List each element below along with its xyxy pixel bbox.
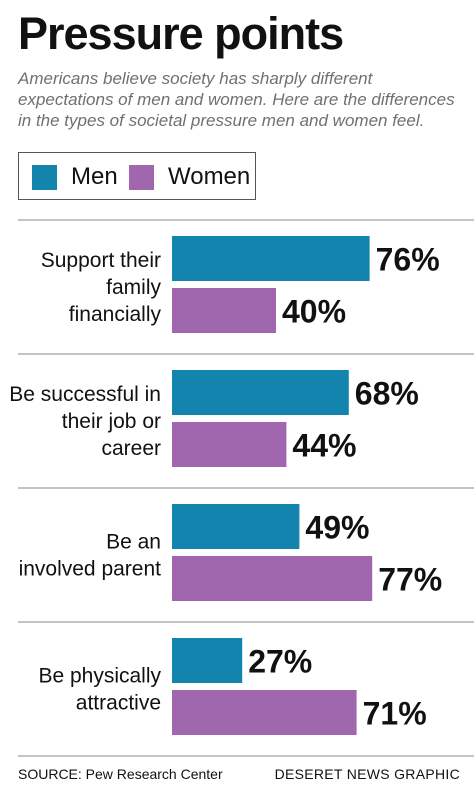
chart-title: Pressure points: [18, 8, 344, 59]
data-label: 68%: [355, 376, 419, 412]
category-label: attractive: [76, 692, 161, 715]
legend-item-men: Men: [32, 164, 118, 190]
category-label: Be physically: [38, 665, 161, 688]
data-label: 40%: [282, 294, 346, 330]
bar-men: [172, 370, 349, 415]
category-label: Be successful in: [9, 383, 161, 406]
legend: Men Women: [18, 152, 256, 200]
category-label: career: [101, 437, 161, 460]
data-label: 71%: [363, 696, 427, 732]
data-label: 77%: [378, 562, 442, 598]
legend-label-women: Women: [168, 163, 251, 190]
category-label: Support their: [41, 249, 161, 272]
source-note: SOURCE: Pew Research Center: [18, 766, 223, 782]
category-label: financially: [69, 303, 162, 326]
bar-women: [172, 422, 287, 467]
bar-men: [172, 638, 243, 683]
category-label: their job or: [62, 410, 161, 433]
bar-women: [172, 690, 357, 735]
bar-women: [172, 556, 373, 601]
data-label: 49%: [305, 510, 369, 546]
bar-men: [172, 236, 370, 281]
data-label: 27%: [248, 644, 312, 680]
chart-subtitle: Americans believe society has sharply di…: [18, 69, 455, 130]
legend-swatch-men: [32, 164, 57, 190]
graphic-credit: DESERET NEWS GRAPHIC: [274, 766, 460, 782]
legend-item-women: Women: [129, 164, 250, 190]
data-label: 44%: [292, 428, 356, 464]
bar-women: [172, 288, 276, 333]
category-label: involved parent: [19, 558, 162, 581]
legend-label-men: Men: [71, 163, 118, 190]
category-label: family: [106, 276, 161, 299]
category-label: Be an: [106, 531, 161, 554]
legend-swatch-women: [129, 164, 154, 190]
bar-men: [172, 504, 300, 549]
data-label: 76%: [376, 242, 440, 278]
